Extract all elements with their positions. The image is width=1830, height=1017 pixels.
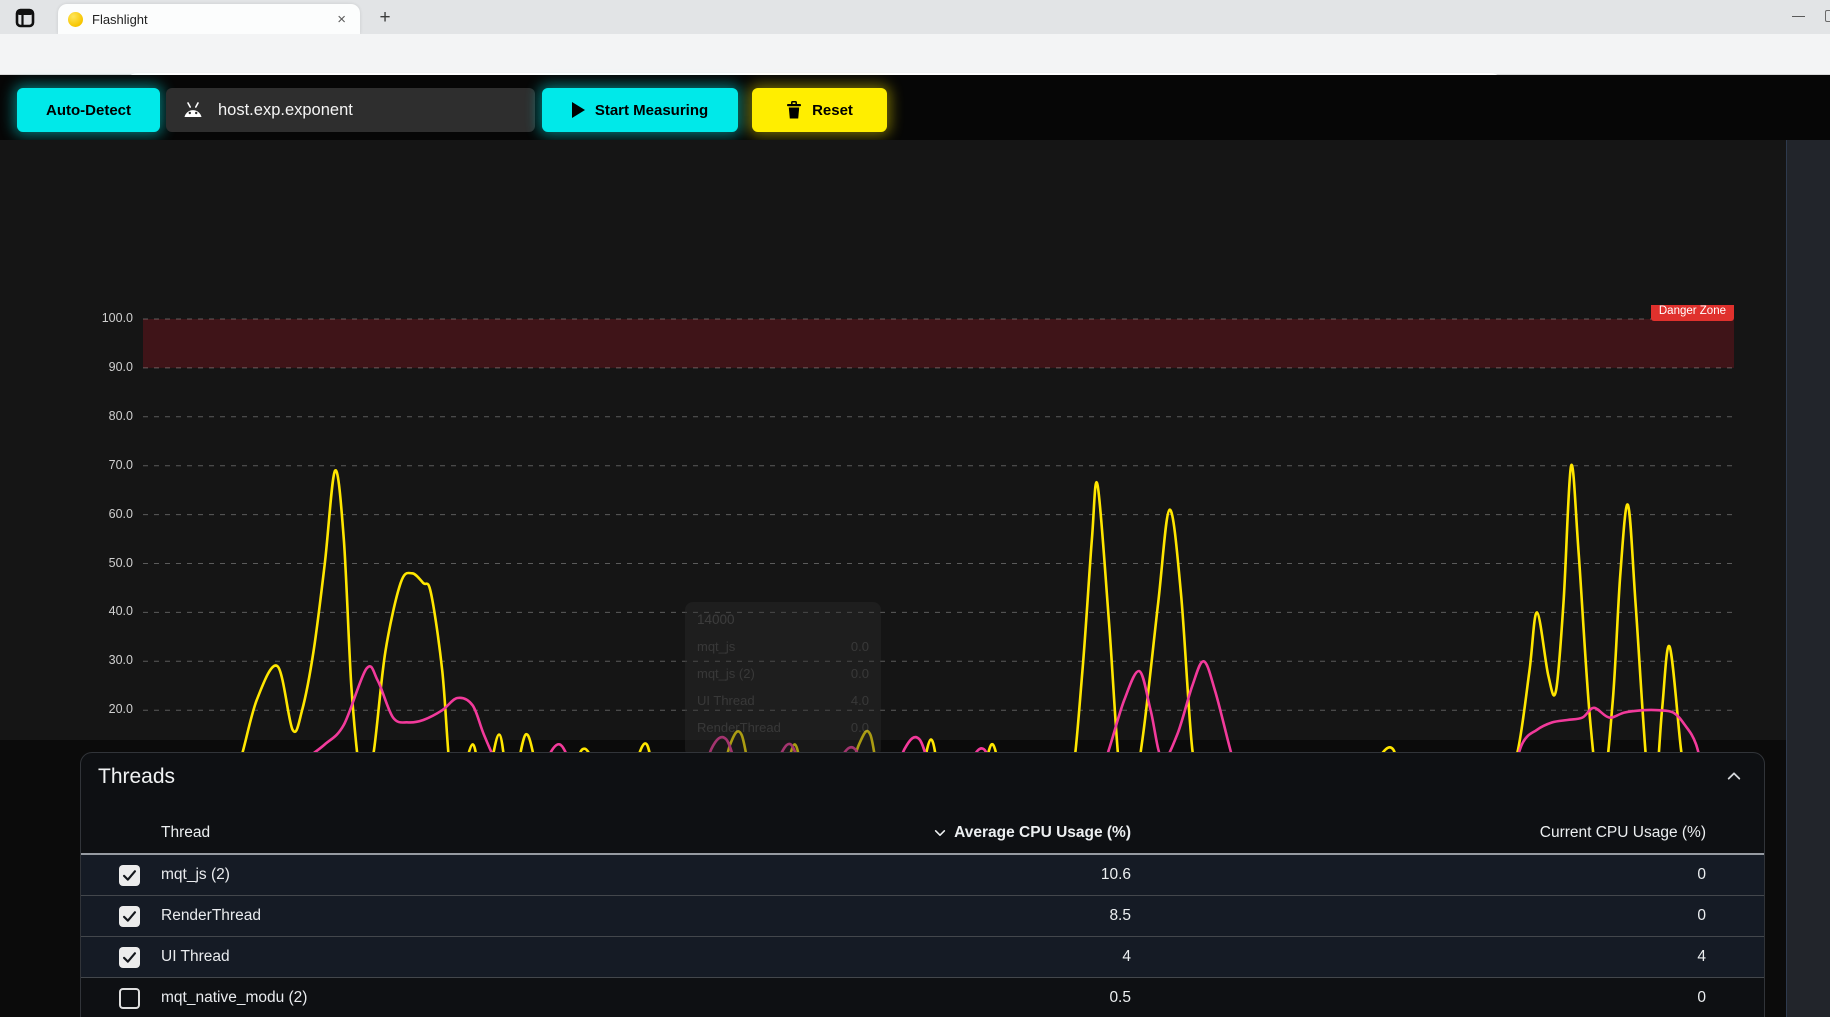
- chevron-up-icon: [1727, 772, 1741, 780]
- thread-average-cpu: 8.5: [1109, 907, 1131, 924]
- bundle-id-value: host.exp.exponent: [218, 100, 353, 119]
- thread-average-cpu: 4: [1122, 948, 1131, 965]
- y-axis-tick-label: 100.0: [101, 311, 133, 325]
- danger-zone-band: [143, 319, 1734, 368]
- cpu-chart-plot[interactable]: Danger Zone 14000 mqt_js 0.0 mqt_js (2) 0.0…: [143, 305, 1734, 820]
- y-axis-tick-label: 50.0: [108, 555, 133, 570]
- scrollbar[interactable]: [1786, 140, 1830, 1017]
- checkbox-unchecked[interactable]: [119, 988, 140, 1009]
- y-axis-tick-label: 40.0: [108, 604, 133, 619]
- threads-panel-title: Threads: [98, 765, 176, 788]
- minimize-icon: [1791, 15, 1805, 17]
- bundle-id-input[interactable]: host.exp.exponent: [166, 88, 535, 132]
- column-header-average[interactable]: Average CPU Usage (%): [641, 815, 1131, 851]
- danger-zone-badge: Danger Zone: [1650, 305, 1734, 321]
- reset-label: Reset: [812, 101, 853, 119]
- reset-button[interactable]: Reset: [752, 88, 887, 132]
- tooltip-row: mqt_js (2) 0.0: [697, 666, 869, 681]
- threads-table-body: mqt_js (2) 10.6 0 RenderThread 8.5 0 UI Thread…: [81, 855, 1764, 1017]
- tab-actions-button[interactable]: [12, 5, 38, 30]
- tooltip-row: UI Thread 4.0: [697, 693, 869, 708]
- checkmark-icon: [123, 952, 136, 963]
- play-icon: [571, 102, 585, 118]
- tab-title: Flashlight: [92, 11, 148, 27]
- thread-current-cpu: 4: [1697, 948, 1706, 965]
- cpu-usage-chart: [143, 318, 1734, 816]
- sort-chevron-down-icon: [934, 830, 946, 836]
- chart-tooltip-ghost: 14000 mqt_js 0.0 mqt_js (2) 0.0 UI Thread 4.0…: [685, 602, 881, 757]
- tooltip-title: 14000: [697, 612, 735, 627]
- tab-favicon: [68, 11, 83, 27]
- maximize-button[interactable]: [1825, 10, 1830, 22]
- table-header-separator: [81, 853, 1764, 855]
- thread-current-cpu: 0: [1697, 907, 1706, 924]
- thread-average-cpu: 0.5: [1109, 989, 1131, 1006]
- tooltip-row: RenderThread 0.0: [697, 720, 869, 735]
- thread-name: mqt_native_modu (2): [161, 989, 308, 1006]
- thread-current-cpu: 0: [1697, 866, 1706, 883]
- checkmark-icon: [123, 911, 136, 922]
- column-header-thread: Thread: [161, 824, 211, 841]
- thread-average-cpu: 10.6: [1100, 866, 1131, 883]
- y-axis-tick-label: 90.0: [108, 359, 133, 374]
- thread-name: mqt_js (2): [161, 866, 230, 883]
- column-header-current[interactable]: Current CPU Usage (%): [1539, 824, 1706, 841]
- thread-name: UI Thread: [161, 948, 230, 965]
- flashlight-toolbar: Auto-Detect host.exp.exponent Start Meas…: [0, 75, 1830, 140]
- thread-row-0[interactable]: mqt_js (2) 10.6 0: [81, 855, 1764, 896]
- trash-icon: [787, 101, 802, 119]
- start-measuring-button[interactable]: Start Measuring: [542, 88, 738, 132]
- new-tab-button[interactable]: +: [379, 7, 391, 28]
- tab-close-icon[interactable]: ×: [337, 10, 346, 28]
- tooltip-row: mqt_js 0.0: [697, 639, 869, 654]
- start-measuring-label: Start Measuring: [594, 101, 709, 119]
- browser-navbar: localhost:3000 A: [0, 34, 1830, 105]
- threads-panel: Threads Thread Average CPU Usage (%) Cur…: [80, 752, 1765, 1017]
- browser-tab-flashlight[interactable]: Flashlight ×: [58, 4, 360, 34]
- auto-detect-label: Auto-Detect: [46, 101, 131, 119]
- thread-row-1[interactable]: RenderThread 8.5 0: [81, 896, 1764, 937]
- minimize-button[interactable]: [1778, 0, 1818, 32]
- y-axis-tick-label: 20.0: [108, 702, 133, 717]
- tab-actions-icon: [15, 8, 35, 27]
- y-axis-tick-label: 30.0: [108, 653, 133, 668]
- checkbox-checked[interactable]: [119, 865, 140, 886]
- threads-table-header: Thread Average CPU Usage (%) Current CPU…: [81, 815, 1764, 851]
- browser-titlebar: Flashlight × +: [0, 0, 1830, 34]
- cpu-chart-card: 100.090.080.070.060.050.040.030.020.010.…: [0, 140, 1786, 860]
- auto-detect-button[interactable]: Auto-Detect: [17, 88, 160, 132]
- thread-row-2[interactable]: UI Thread 4 4: [81, 937, 1764, 978]
- collapse-panel-button[interactable]: [1726, 769, 1742, 783]
- checkbox-checked[interactable]: [119, 906, 140, 927]
- thread-row-3[interactable]: mqt_native_modu (2) 0.5 0: [81, 978, 1764, 1017]
- checkbox-checked[interactable]: [119, 947, 140, 968]
- thread-current-cpu: 0: [1697, 989, 1706, 1006]
- y-axis-tick-label: 70.0: [108, 457, 133, 472]
- y-axis-tick-label: 80.0: [108, 408, 133, 423]
- y-axis-tick-label: 60.0: [108, 506, 133, 521]
- checkmark-icon: [123, 870, 136, 881]
- thread-name: RenderThread: [161, 907, 261, 924]
- android-icon: [184, 102, 202, 117]
